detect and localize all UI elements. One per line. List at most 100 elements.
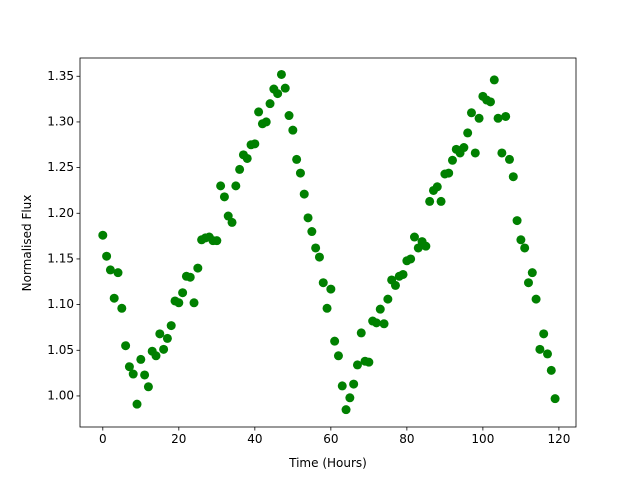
point: [113, 268, 123, 278]
point: [497, 148, 507, 158]
point: [136, 354, 146, 364]
point: [535, 344, 545, 354]
point: [421, 241, 431, 251]
point: [295, 168, 305, 178]
point: [311, 243, 321, 253]
point: [330, 336, 340, 346]
y-tick-label: 1.00: [47, 388, 74, 402]
point: [159, 344, 169, 354]
point: [390, 280, 400, 290]
point: [124, 362, 134, 372]
point: [193, 263, 203, 273]
x-tick-label: 80: [399, 432, 414, 446]
point: [174, 298, 184, 308]
point: [470, 148, 480, 158]
point: [314, 252, 324, 262]
point: [542, 349, 552, 359]
point: [322, 303, 332, 313]
plot-frame: [79, 57, 577, 428]
point: [546, 365, 556, 375]
point: [261, 117, 271, 127]
point: [409, 232, 419, 242]
point: [527, 268, 537, 278]
point: [459, 143, 469, 153]
point: [212, 236, 222, 246]
point: [303, 213, 313, 223]
point: [227, 217, 237, 227]
point: [109, 293, 119, 303]
x-tick-label: 40: [247, 432, 262, 446]
point: [128, 369, 138, 379]
point: [273, 89, 283, 99]
point: [520, 243, 530, 253]
x-axis-label: Time (Hours): [288, 456, 367, 470]
point: [162, 333, 172, 343]
point: [463, 128, 473, 138]
point: [493, 113, 503, 123]
point: [140, 370, 150, 380]
point: [318, 278, 328, 288]
point: [550, 394, 560, 404]
point: [516, 235, 526, 245]
y-tick-label: 1.05: [47, 343, 74, 357]
point: [512, 216, 522, 226]
point: [265, 99, 275, 109]
point: [398, 269, 408, 279]
point: [501, 111, 511, 121]
point: [189, 298, 199, 308]
point: [250, 139, 260, 149]
x-tick-label: 20: [171, 432, 186, 446]
point: [436, 196, 446, 206]
point: [151, 351, 161, 361]
point: [485, 97, 495, 107]
point: [231, 181, 241, 191]
x-tick-label: 60: [323, 432, 338, 446]
point: [531, 294, 541, 304]
point: [284, 111, 294, 121]
y-tick-label: 1.10: [47, 297, 74, 311]
point: [364, 357, 374, 367]
point: [504, 154, 514, 164]
point: [337, 381, 347, 391]
y-tick-label: 1.15: [47, 251, 74, 265]
point: [352, 360, 362, 370]
point: [489, 75, 499, 85]
point: [425, 196, 435, 206]
point: [117, 303, 127, 313]
y-tick-label: 1.35: [47, 69, 74, 83]
point: [166, 321, 176, 331]
point: [280, 83, 290, 93]
x-tick-label: 100: [471, 432, 494, 446]
point: [132, 399, 142, 409]
point: [98, 230, 108, 240]
point: [102, 251, 112, 261]
point: [333, 351, 343, 361]
x-tick-label: 120: [547, 432, 570, 446]
point: [375, 304, 385, 314]
point: [178, 288, 188, 298]
point: [371, 318, 381, 328]
point: [447, 155, 457, 165]
y-tick-label: 1.30: [47, 114, 74, 128]
y-tick-label: 1.20: [47, 206, 74, 220]
y-tick-label: 1.25: [47, 160, 74, 174]
point: [143, 382, 153, 392]
point: [341, 405, 351, 415]
point: [276, 69, 286, 79]
point: [432, 182, 442, 192]
point: [219, 192, 229, 202]
point: [466, 108, 476, 118]
point: [121, 341, 131, 351]
point: [349, 379, 359, 389]
y-axis-label: Normalised Flux: [20, 195, 34, 292]
point: [288, 125, 298, 135]
point: [539, 329, 549, 339]
point: [235, 164, 245, 174]
point: [523, 278, 533, 288]
point: [299, 189, 309, 199]
point: [254, 107, 264, 117]
point: [444, 168, 454, 178]
point: [105, 265, 115, 275]
